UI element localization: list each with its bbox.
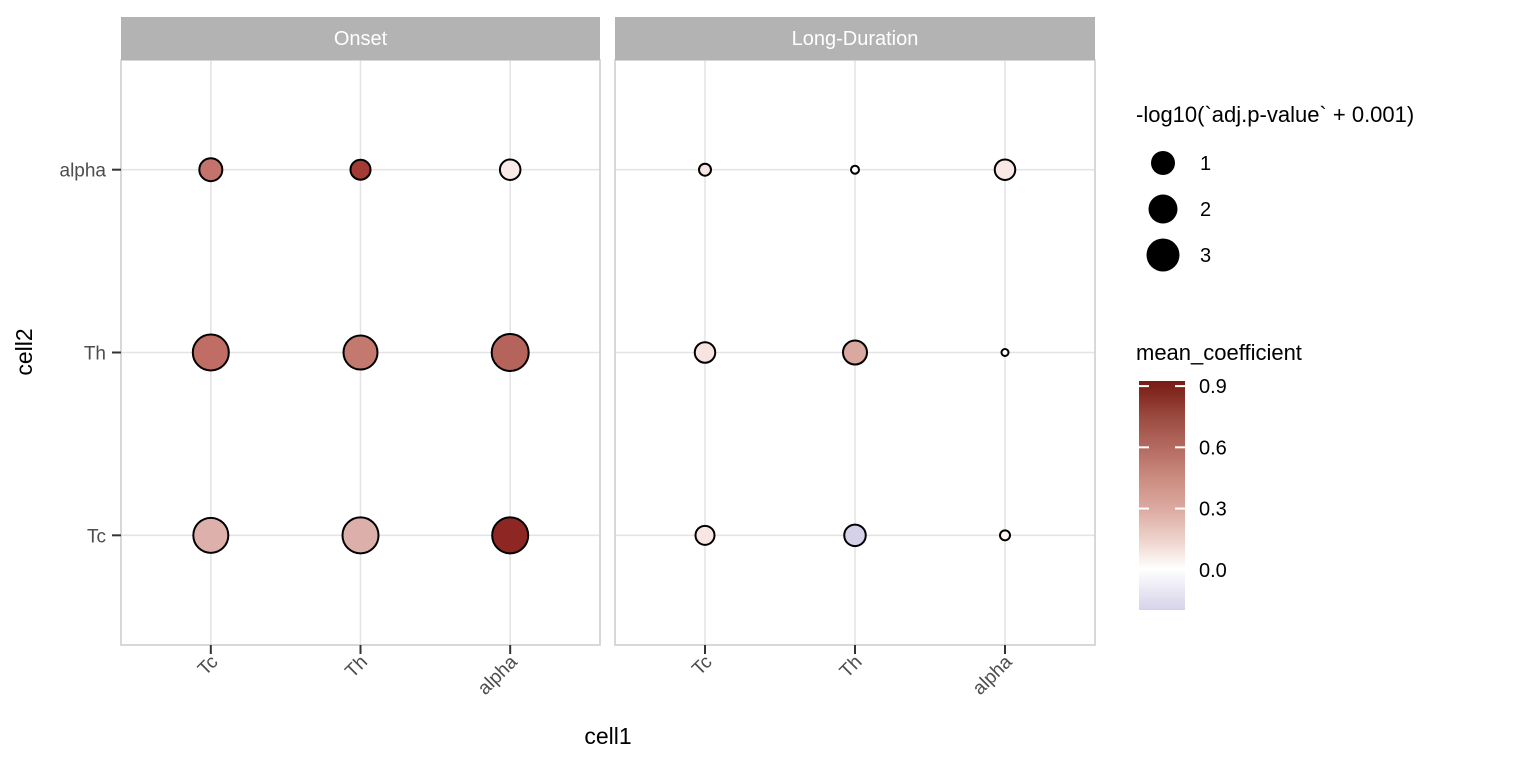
- facet-strip-long-duration-label: Long-Duration: [792, 28, 919, 50]
- size-legend-value: 3: [1200, 245, 1211, 267]
- y-axis-title: cell2: [11, 328, 37, 375]
- data-bubble: [491, 516, 530, 555]
- color-legend: mean_coefficient 0.9 0.6 0.3 0.0: [1136, 340, 1302, 610]
- size-legend-swatch: [1151, 151, 1175, 175]
- y-axis-tick-label: Tc: [87, 526, 106, 547]
- facet-strip-onset-label: Onset: [334, 28, 388, 50]
- y-axis-tick-label: Th: [84, 344, 106, 365]
- x-axis-tick-label: Th: [341, 652, 372, 683]
- data-bubble: [993, 158, 1017, 181]
- x-axis-tick-label: alpha: [969, 651, 1017, 699]
- y-axis-tick-label: alpha: [60, 161, 107, 182]
- data-bubble: [843, 523, 867, 548]
- x-axis-title: cell1: [584, 723, 631, 749]
- data-bubble: [999, 529, 1011, 542]
- data-bubble: [693, 341, 717, 364]
- colorbar-tick-label: 0.0: [1199, 560, 1227, 582]
- data-bubble: [842, 339, 868, 366]
- data-bubble: [698, 162, 712, 177]
- bubbles-layer: [191, 157, 1017, 555]
- x-axis-tick-label: Tc: [194, 652, 222, 680]
- size-legend-value: 1: [1200, 153, 1211, 175]
- data-bubble: [192, 516, 230, 554]
- data-bubble: [490, 333, 530, 372]
- size-legend-swatch: [1146, 238, 1180, 272]
- size-legend: -log10(`adj.p-value` + 0.001) 1 2 3: [1136, 102, 1414, 272]
- axes: Tc Th alpha alpha Th Tc Tc Th alpha: [60, 161, 1017, 700]
- size-legend-items: 1 2 3: [1146, 151, 1211, 272]
- size-legend-value: 2: [1200, 199, 1211, 221]
- data-bubble: [1000, 348, 1010, 357]
- x-axis-tick-label: Tc: [688, 652, 716, 680]
- colorbar-tick-label: 0.9: [1199, 376, 1227, 398]
- data-bubble: [341, 516, 380, 555]
- color-legend-title: mean_coefficient: [1136, 340, 1302, 365]
- data-bubble: [498, 158, 522, 181]
- data-bubble: [850, 164, 860, 175]
- colorbar-tick-label: 0.6: [1199, 437, 1227, 459]
- color-legend-gradient-bar: [1139, 381, 1185, 610]
- colorbar-tick-label: 0.3: [1199, 499, 1227, 521]
- facet-strip-onset: [121, 17, 600, 60]
- data-bubble: [349, 158, 372, 181]
- size-legend-title: -log10(`adj.p-value` + 0.001): [1136, 102, 1414, 127]
- size-legend-swatch: [1148, 194, 1178, 224]
- data-bubble: [342, 334, 379, 371]
- data-bubble: [694, 524, 716, 546]
- color-legend-ticks: 0.9 0.6 0.3 0.0: [1139, 376, 1227, 582]
- x-axis-tick-label: Th: [836, 652, 867, 683]
- data-bubble: [198, 157, 224, 183]
- facet-strips: Onset Long-Duration: [121, 17, 1095, 60]
- data-bubble: [191, 333, 230, 372]
- facet-strip-long-duration: [615, 17, 1095, 60]
- panel-gridlines: [121, 60, 1095, 645]
- x-axis-tick-label: alpha: [474, 651, 522, 699]
